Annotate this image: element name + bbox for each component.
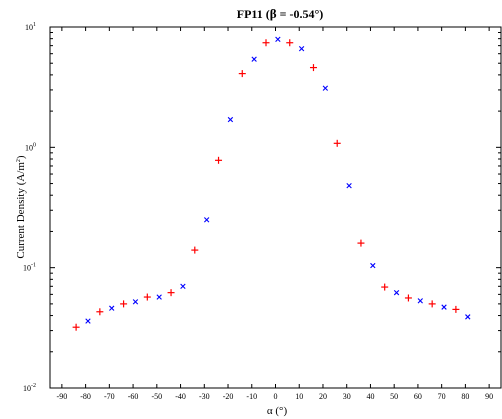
plus-marker	[428, 300, 436, 308]
cross-marker-stroke	[322, 85, 329, 91]
tick-labels: -90 -80 -70 -60 -50 -40 -30 -20 -10 0 10 20 30 40 50 60…	[23, 22, 493, 401]
cross-marker-stroke	[441, 304, 447, 310]
plus-marker	[286, 39, 294, 47]
cross-marker	[441, 304, 447, 310]
cross-marker-stroke	[109, 305, 115, 311]
x-axis-label: α (°)	[267, 405, 288, 417]
cross-marker	[393, 289, 400, 296]
cross-marker-stroke	[156, 294, 162, 300]
cross-marker	[132, 299, 139, 305]
plus-marker	[262, 39, 270, 47]
plus-marker	[309, 64, 317, 72]
cross-marker	[227, 116, 234, 123]
cross-marker-stroke	[417, 298, 423, 304]
plus-marker	[191, 246, 199, 254]
x-tick-label: -20	[223, 392, 234, 401]
x-tick-label: -40	[175, 392, 186, 401]
cross-marker-stroke	[370, 262, 376, 269]
y-tick-label: 101	[25, 22, 36, 32]
cross-marker	[465, 314, 471, 320]
chart-title: FP11 (β = -0.54°)	[237, 6, 324, 21]
x-tick-label: -90	[57, 392, 68, 401]
x-tick-label: -70	[104, 392, 115, 401]
cross-marker	[180, 283, 186, 289]
cross-marker-stroke	[298, 46, 305, 52]
cross-marker	[109, 305, 115, 311]
x-tick-label: -60	[128, 392, 139, 401]
x-tick-label: 60	[414, 392, 422, 401]
cross-marker-stroke	[85, 318, 91, 324]
x-tick-label: 50	[390, 392, 398, 401]
plus-marker	[381, 283, 389, 291]
y-tick-label: 100	[25, 142, 36, 152]
x-tick-label: 0	[274, 392, 278, 401]
cross-marker-stroke	[346, 183, 352, 189]
cross-marker	[203, 217, 210, 223]
cross-marker	[417, 298, 423, 304]
plot-frame	[49, 26, 502, 389]
cross-marker	[275, 36, 281, 43]
y-tick-label: 10-1	[23, 263, 36, 273]
x-tick-label: 80	[461, 392, 469, 401]
cross-marker-stroke	[251, 56, 257, 62]
plus-marker	[143, 293, 151, 301]
cross-marker	[85, 318, 91, 324]
x-tick-label: -10	[246, 392, 257, 401]
x-tick-label: -50	[151, 392, 162, 401]
plus-marker	[96, 308, 104, 316]
x-tick-label: 40	[366, 392, 374, 401]
plus-marker	[120, 300, 128, 308]
x-tick-label: 20	[319, 392, 327, 401]
cross-marker	[346, 183, 352, 189]
cross-marker-stroke	[132, 299, 139, 305]
axis-ticks	[50, 26, 501, 389]
cross-marker-stroke	[275, 36, 281, 43]
x-tick-label: -80	[80, 392, 91, 401]
cross-marker	[156, 294, 162, 300]
plus-marker	[333, 139, 341, 147]
plus-marker	[167, 289, 175, 297]
cross-marker-stroke	[203, 217, 210, 223]
plus-marker	[357, 239, 365, 247]
x-tick-label: -30	[199, 392, 210, 401]
cross-marker-stroke	[227, 116, 234, 123]
y-tick-label: 10-2	[23, 383, 36, 393]
x-tick-label: 10	[295, 392, 303, 401]
cross-marker	[370, 262, 376, 269]
data-points	[72, 36, 471, 331]
plus-marker	[404, 294, 412, 302]
plus-marker	[452, 305, 460, 313]
x-tick-label: 70	[438, 392, 446, 401]
y-axis-label: Current Density (A/m2)	[15, 155, 27, 259]
cross-marker-stroke	[180, 283, 186, 289]
plus-marker	[238, 70, 246, 78]
cross-marker-stroke	[393, 289, 400, 296]
x-tick-label: 90	[485, 392, 493, 401]
cross-marker-stroke	[465, 314, 471, 320]
plus-marker	[215, 156, 223, 164]
x-tick-label: 30	[343, 392, 351, 401]
cross-marker	[251, 56, 257, 62]
cross-marker	[322, 85, 329, 91]
plus-marker	[72, 323, 80, 331]
cross-marker	[298, 46, 305, 52]
